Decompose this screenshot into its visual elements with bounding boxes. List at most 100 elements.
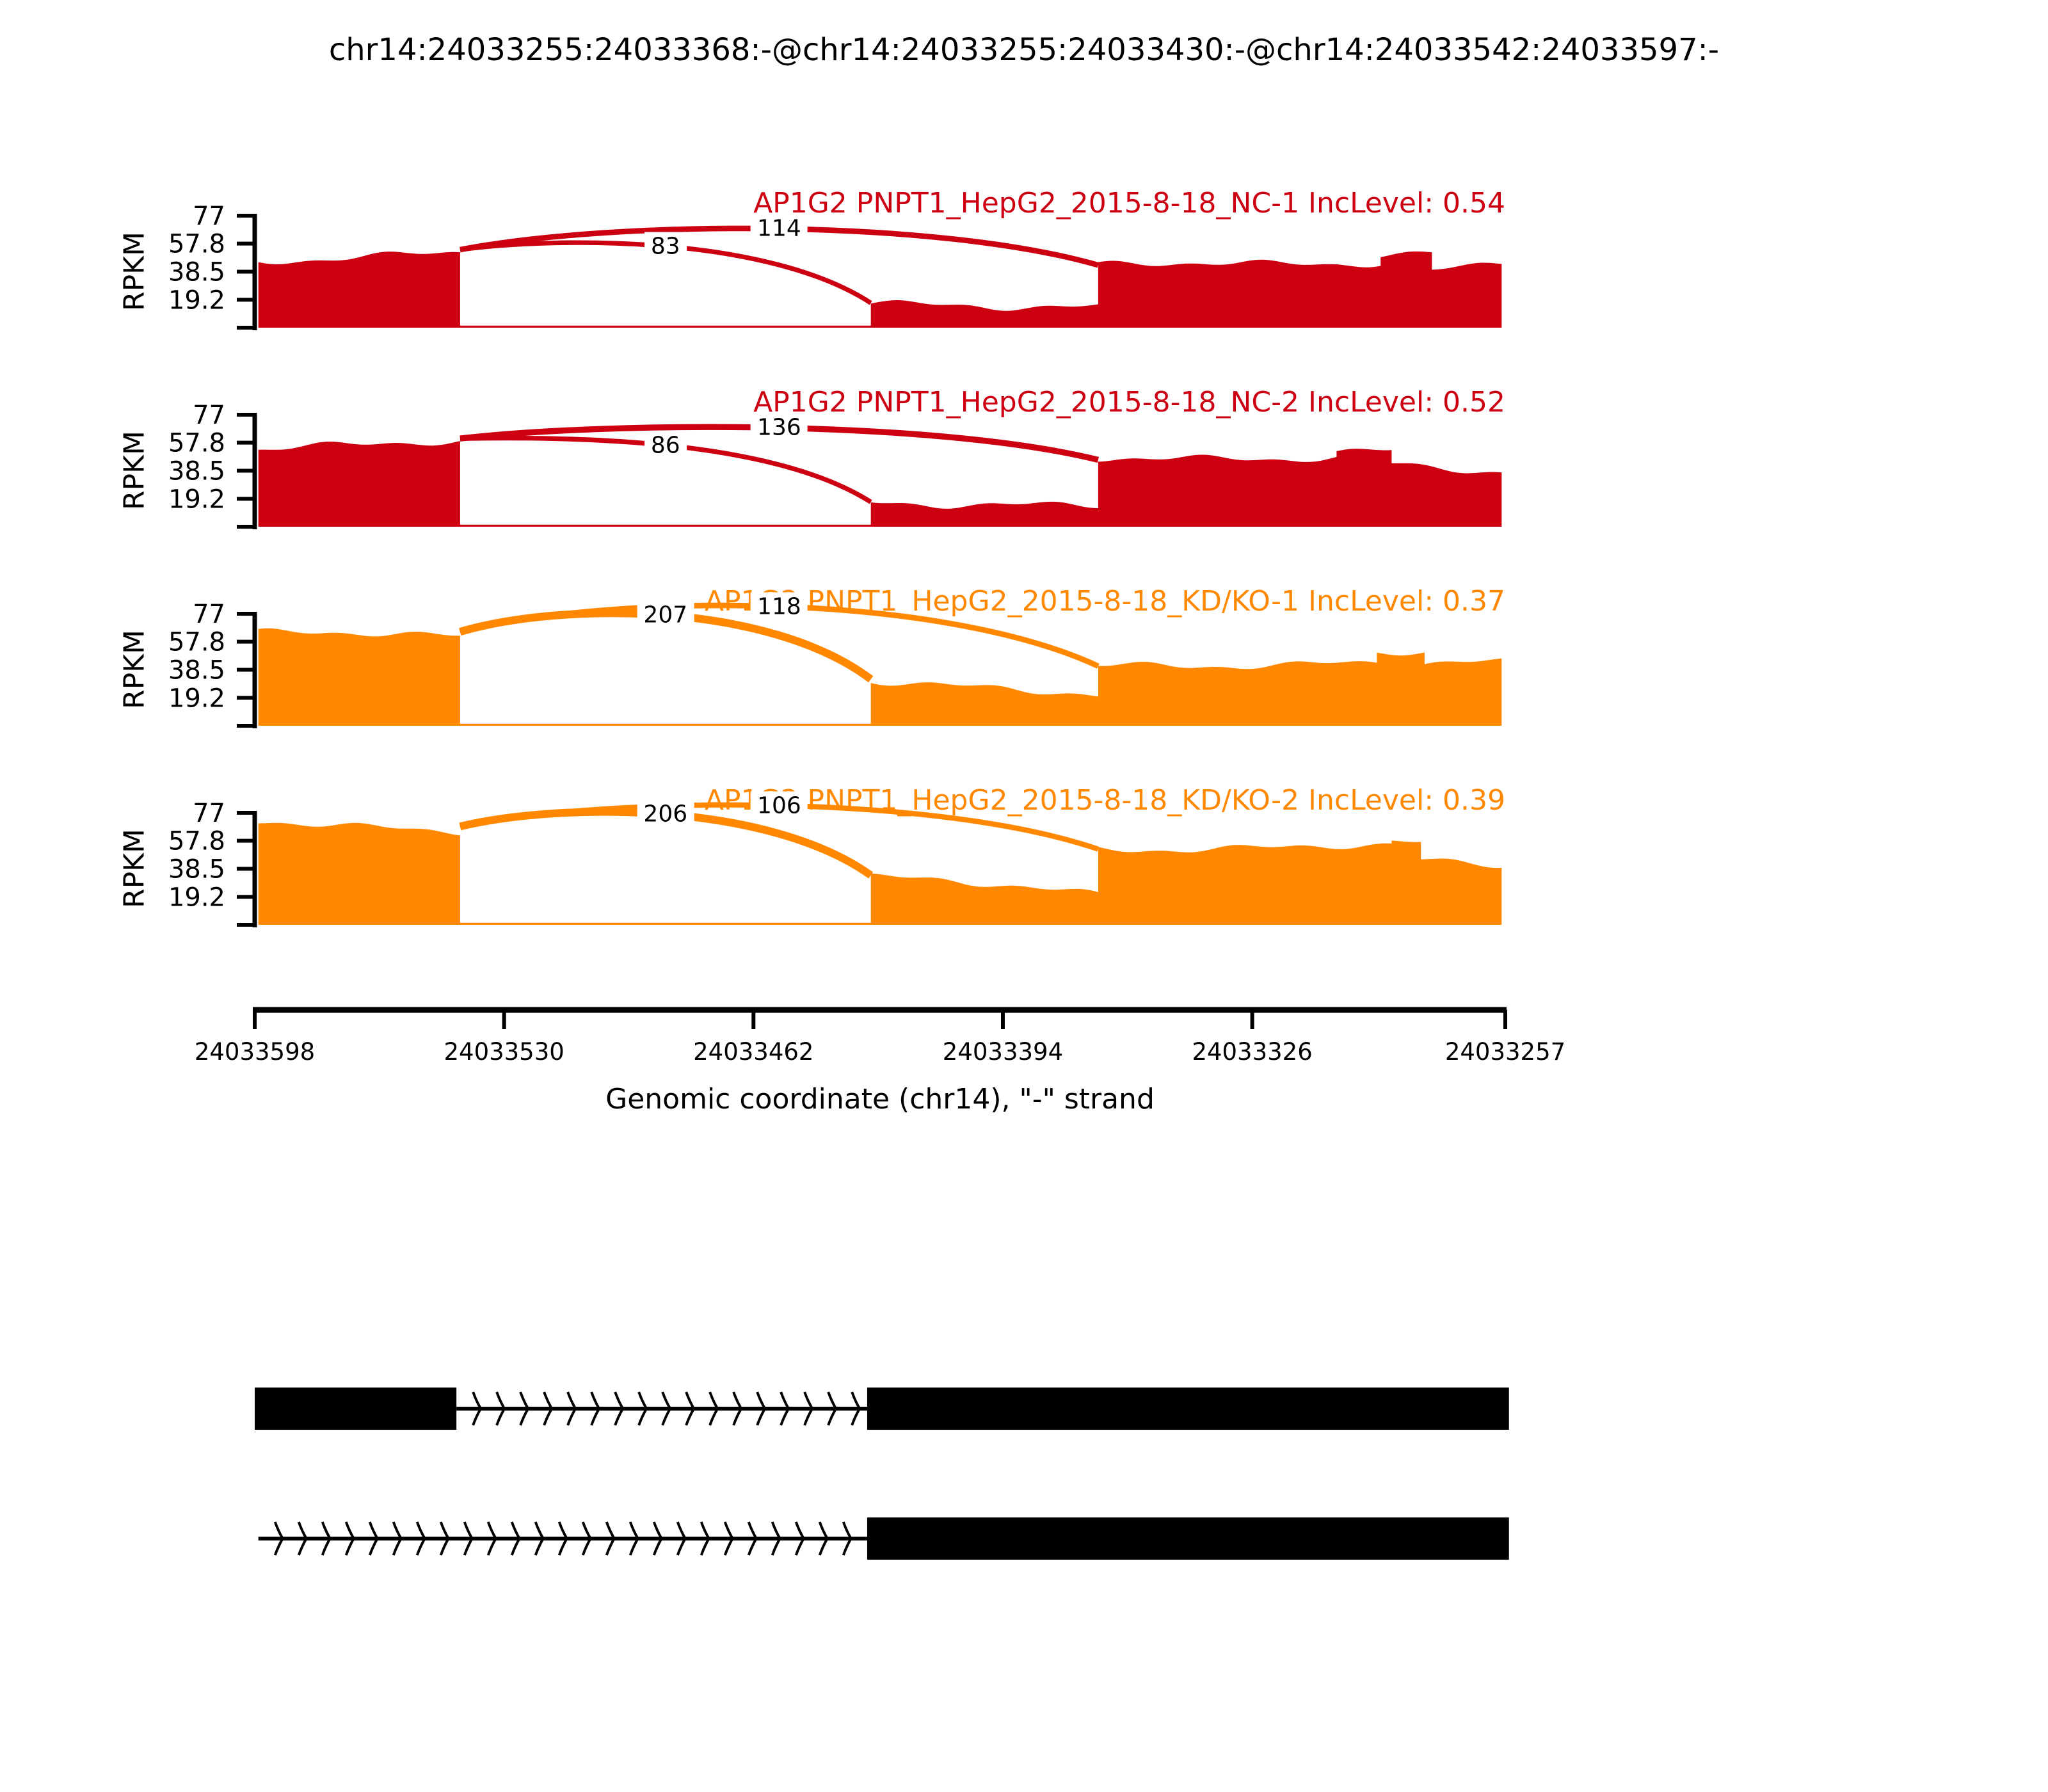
strand-arrow-icon [842,1521,852,1556]
coverage-track-3 [258,602,1502,726]
strand-arrow-icon [827,1391,837,1426]
junction-count: 83 [644,232,687,261]
y-tick-label: 19.2 [168,684,225,713]
strand-arrow-icon [803,1391,813,1426]
strand-arrow-icon [747,1521,758,1556]
y-tick-label: 38.5 [168,258,225,287]
strand-arrow-icon [794,1521,805,1556]
junction-count: 206 [637,799,694,829]
coverage-area [258,251,1502,328]
y-axis-title-track4: RPKM [118,829,151,908]
strand-arrow-icon [723,1521,734,1556]
junction-count: 114 [751,214,808,243]
y-axis-title-track2: RPKM [118,431,151,510]
y-tick-label: 57.8 [168,827,225,856]
junction-count: 106 [751,791,808,820]
y-tick-label: 19.2 [168,883,225,912]
coverage-area [258,628,1502,726]
track-label-kdko-2: AP1G2 PNPT1_HepG2_2015-8-18_KD/KO-2 IncL… [704,784,1505,817]
x-tick-label: 24033598 [195,1038,315,1066]
strand-arrow-icon [676,1521,687,1556]
track-label-nc-2: AP1G2 PNPT1_HepG2_2015-8-18_NC-2 IncLeve… [753,386,1505,419]
coverage-track-2 [258,424,1502,527]
coverage-track-1 [258,225,1502,328]
exon-box [255,1388,457,1430]
plot-title: chr14:24033255:24033368:-@chr14:24033255… [328,32,1720,68]
strand-arrow-icon [321,1521,332,1556]
y-tick-label: 77 [193,401,225,430]
strand-arrow-icon [661,1391,671,1426]
exon-box [867,1388,1509,1430]
x-axis: 24033598 24033530 24033462 24033394 24033326… [195,1007,1565,1066]
y-axis-title-track1: RPKM [118,232,151,311]
strand-arrow-icon [297,1521,308,1556]
y-tick-label: 38.5 [168,656,225,685]
strand-arrow-icon [581,1521,592,1556]
coverage-track-4 [258,802,1502,925]
strand-arrow-icon [463,1521,474,1556]
x-tick-label: 24033462 [693,1038,813,1066]
strand-arrow-icon [472,1391,482,1426]
junction-count: 136 [751,413,808,442]
strand-arrow-icon [534,1521,545,1556]
strand-arrow-icon [652,1521,663,1556]
strand-arrow-icon [344,1521,355,1556]
y-tick-label: 77 [193,600,225,629]
strand-arrow-icon [439,1521,450,1556]
x-tick-label: 24033326 [1192,1038,1312,1066]
strand-arrow-icon [700,1521,710,1556]
transcript-row-2 [258,1517,1509,1560]
strand-arrow-icon [771,1521,781,1556]
track-label-kdko-1: AP1G2 PNPT1_HepG2_2015-8-18_KD/KO-1 IncL… [704,585,1505,618]
strand-arrow-icon [851,1391,861,1426]
strand-arrow-icon [637,1391,648,1426]
transcript-row-1 [255,1388,1509,1430]
coverage-area [258,822,1502,925]
strand-arrow-icon [543,1391,553,1426]
y-axis-title-track3: RPKM [118,630,151,709]
x-tick-label: 24033257 [1445,1038,1565,1066]
strand-arrow-icon [732,1391,742,1426]
x-tick-label: 24033530 [444,1038,564,1066]
strand-arrow-icon [415,1521,426,1556]
y-tick-label: 77 [193,799,225,828]
strand-arrow-icon [495,1391,506,1426]
y-tick-label: 57.8 [168,230,225,259]
strand-arrow-icon [685,1391,695,1426]
x-axis-title: Genomic coordinate (chr14), "-" strand [605,1083,1155,1116]
strand-arrow-icon [756,1391,766,1426]
y-tick-label: 77 [193,202,225,231]
y-tick-label: 38.5 [168,855,225,884]
strand-arrow-icon [590,1391,600,1426]
track-label-nc-1: AP1G2 PNPT1_HepG2_2015-8-18_NC-1 IncLeve… [753,187,1505,220]
strand-arrow-icon [486,1521,497,1556]
strand-arrow-icon [273,1521,284,1556]
strand-arrow-icon [566,1391,577,1426]
y-tick-label: 57.8 [168,628,225,657]
strand-arrow-icon [392,1521,403,1556]
y-tick-label: 38.5 [168,457,225,486]
junction-count: 207 [637,600,694,630]
exon-box [867,1517,1509,1560]
junction-count: 118 [751,592,808,621]
coverage-area [258,441,1502,527]
strand-arrow-icon [510,1521,521,1556]
strand-arrow-icon [519,1391,529,1426]
strand-arrow-icon [557,1521,568,1556]
x-tick-label: 24033394 [943,1038,1063,1066]
strand-arrow-icon [614,1391,624,1426]
strand-arrow-icon [628,1521,639,1556]
strand-arrow-icon [368,1521,379,1556]
junction-count: 86 [644,431,687,460]
strand-arrow-icon [818,1521,829,1556]
y-tick-label: 57.8 [168,429,225,458]
strand-arrow-icon [605,1521,616,1556]
strand-arrow-icon [780,1391,790,1426]
strand-arrow-icon [708,1391,719,1426]
